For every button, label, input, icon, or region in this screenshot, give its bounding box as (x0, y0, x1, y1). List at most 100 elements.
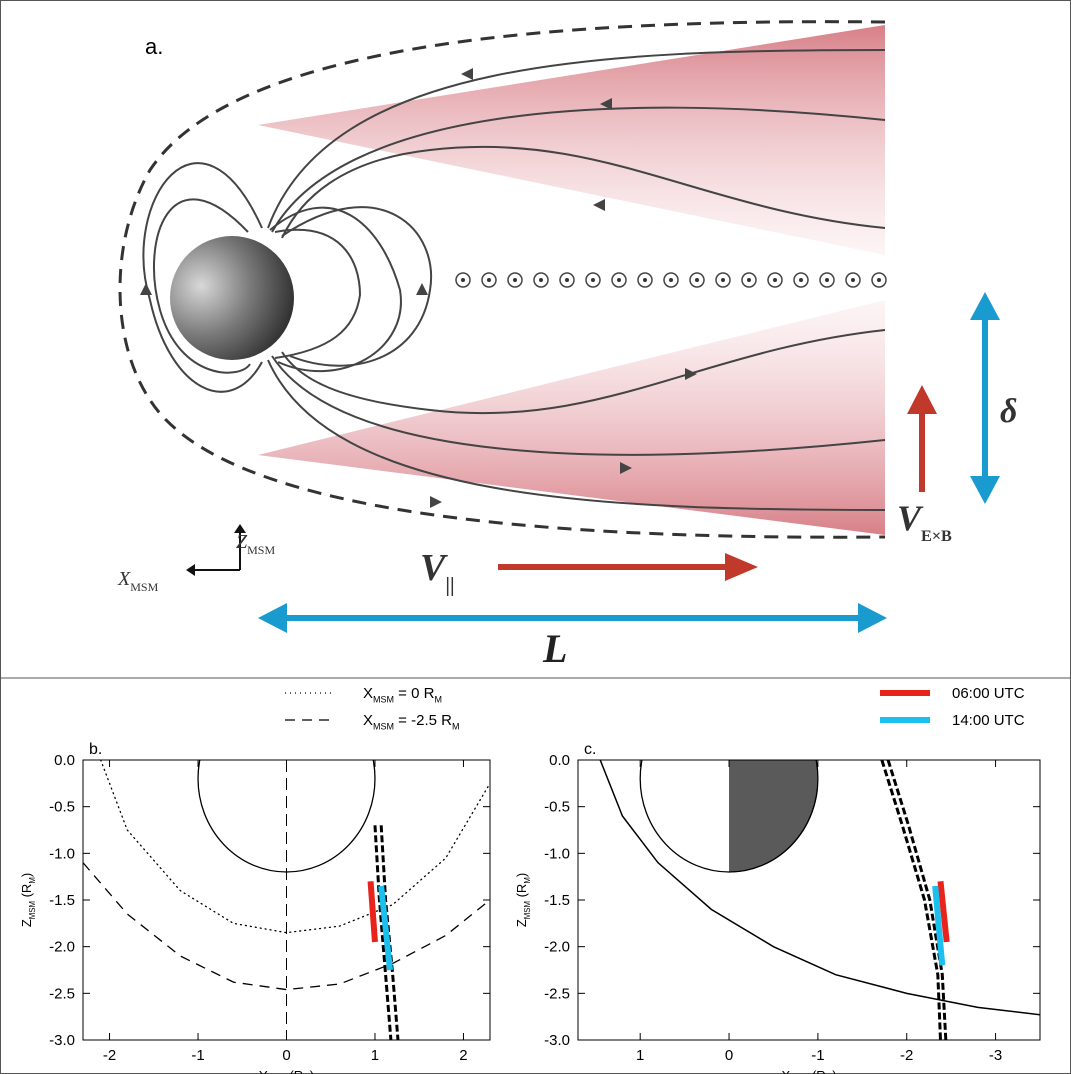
text-part: X (363, 685, 373, 702)
current-dot (825, 278, 829, 282)
velocity-label: VE×B (897, 498, 952, 545)
x-tick-label: -2 (103, 1047, 116, 1064)
y-tick-label: -2.5 (544, 985, 570, 1002)
current-dot (591, 278, 595, 282)
y-tick-label: -0.5 (544, 799, 570, 816)
axis-label: XMSM (117, 568, 159, 594)
thickness-label: δ (1000, 393, 1017, 430)
axis-label: ZMSM (236, 531, 275, 557)
y-tick-label: -1.0 (49, 845, 75, 862)
y-tick-label: -2.0 (49, 939, 75, 956)
text-part: X (117, 568, 131, 590)
x-tick-label: -1 (811, 1047, 824, 1064)
current-dot (539, 278, 543, 282)
text-part: ) (832, 1068, 836, 1074)
series-line (600, 760, 1040, 1015)
subscript: MSM (130, 580, 158, 594)
chart: 1 0 -1 -2 -3 0.0 -0.5 -1.0 -1.5 -2.0 -2.5 -3.0 c. X MS… (514, 685, 1040, 1074)
velocity-label: V|| (420, 547, 455, 596)
legend-label: XMSM = -2.5 RM (363, 712, 459, 732)
current-sheet (456, 273, 886, 287)
x-tick-label: 0 (282, 1047, 290, 1064)
y-tick-label: 0.0 (549, 752, 570, 769)
x-tick-label: -2 (900, 1047, 913, 1064)
current-dot (565, 278, 569, 282)
y-axis-label: ZMSM (RM) (514, 873, 532, 927)
y-tick-label: -3.0 (544, 1032, 570, 1049)
subscript: MSM (373, 722, 394, 732)
subscript: M (434, 695, 442, 705)
plot-area (83, 685, 490, 1040)
current-dot (799, 278, 803, 282)
panel-title: a. (145, 34, 163, 59)
current-dot (877, 278, 881, 282)
y-tick-label: -3.0 (49, 1032, 75, 1049)
panel-a: a. ZMSM XMSM V|| VE×B δ L (117, 22, 1017, 671)
planet (170, 236, 294, 360)
text-part: V (897, 498, 924, 538)
current-dot (695, 278, 699, 282)
text-part: (R (808, 1068, 825, 1074)
subscript: MSM (373, 695, 394, 705)
x-tick-label: 2 (459, 1047, 467, 1064)
y-tick-label: -1.5 (544, 892, 570, 909)
current-dot (747, 278, 751, 282)
subscript: MSM (523, 901, 532, 919)
current-dot (643, 278, 647, 282)
text-part: ) (310, 1068, 314, 1074)
text-part: (R (19, 884, 34, 901)
x-tick-label: 1 (371, 1047, 379, 1064)
current-dot (669, 278, 673, 282)
x-tick-label: -1 (191, 1047, 204, 1064)
subscript: MSM (247, 543, 275, 557)
x-tick-label: -3 (989, 1047, 1002, 1064)
lobe (258, 300, 885, 535)
current-dot (461, 278, 465, 282)
text-part: Y (259, 1068, 268, 1074)
text-part: (R (286, 1068, 303, 1074)
series-line (101, 760, 490, 933)
legend-label: 06:00 UTC (952, 685, 1025, 702)
text-part: = 0 R (394, 685, 435, 702)
subscript: M (452, 722, 460, 732)
current-dot (721, 278, 725, 282)
y-tick-label: -1.0 (544, 845, 570, 862)
y-axis-label: ZMSM (RM) (19, 873, 37, 927)
current-dot (513, 278, 517, 282)
y-tick-label: -2.5 (49, 985, 75, 1002)
y-tick-label: 0.0 (54, 752, 75, 769)
current-dot (773, 278, 777, 282)
length-label: L (542, 626, 567, 671)
chart-title: c. (584, 741, 596, 758)
y-tick-label: -1.5 (49, 892, 75, 909)
series-line (371, 881, 375, 942)
text-part: = -2.5 R (394, 712, 452, 729)
planet-night (640, 685, 818, 872)
y-tick-label: -0.5 (49, 799, 75, 816)
current-dot (487, 278, 491, 282)
text-part: ) (514, 873, 529, 877)
text-part: ) (19, 873, 34, 877)
plot-area (600, 685, 1040, 1040)
text-part: (R (514, 884, 529, 901)
text-part: V (420, 547, 448, 589)
subscript: || (445, 572, 454, 596)
text-part: Z (19, 919, 34, 927)
night-side (640, 685, 818, 872)
y-tick-label: -2.0 (544, 939, 570, 956)
x-tick-label: 0 (725, 1047, 733, 1064)
subscript: E×B (921, 527, 952, 545)
legend-label: 14:00 UTC (952, 712, 1025, 729)
lobe (258, 25, 885, 255)
text-part: X (781, 1068, 790, 1074)
chart-title: b. (89, 741, 102, 758)
text-part: Z (514, 919, 529, 927)
chart: -2 -1 0 1 2 0.0 -0.5 -1.0 -1.5 -2.0 -2.5 -3.0 b. Y MSM… (19, 685, 490, 1074)
x-tick-label: 1 (636, 1047, 644, 1064)
current-dot (851, 278, 855, 282)
current-dot (617, 278, 621, 282)
legend-label: XMSM = 0 RM (363, 685, 442, 705)
text-part: X (363, 712, 373, 729)
figure: a. ZMSM XMSM V|| VE×B δ L -2-10120.0-0.5… (0, 0, 1071, 1074)
subscript: MSM (28, 901, 37, 919)
